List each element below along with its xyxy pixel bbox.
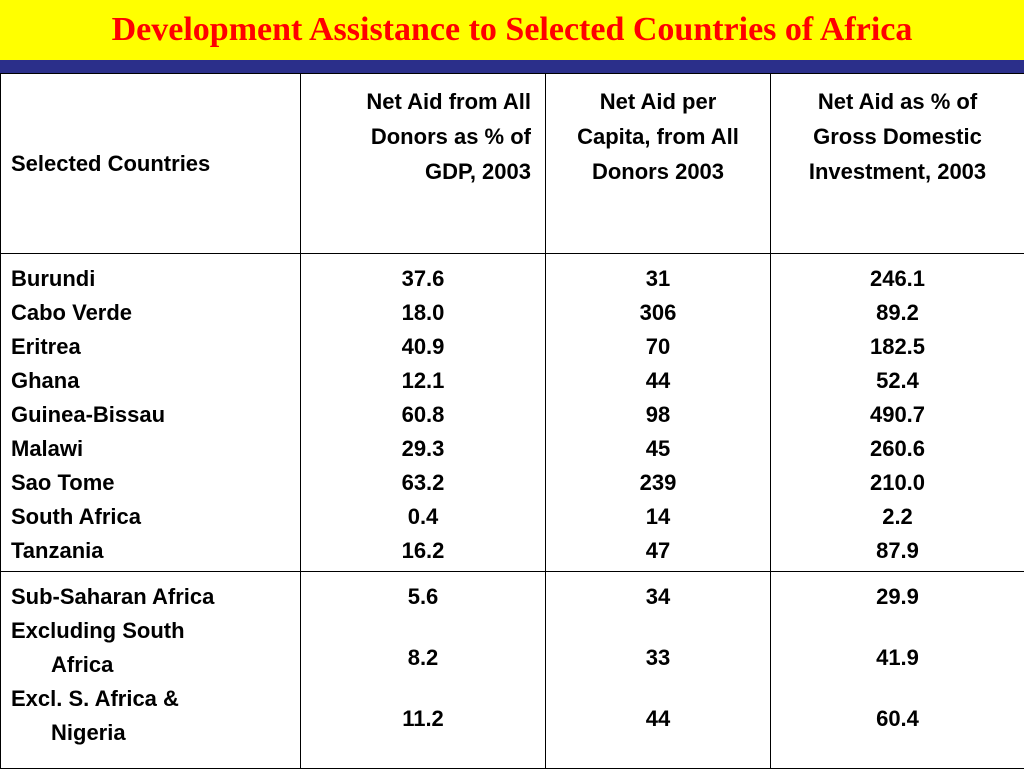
country-name: Cabo Verde	[11, 296, 300, 330]
aid-gdp-value: 37.6	[301, 262, 545, 296]
aid-table: Selected Countries Net Aid from All Dono…	[0, 73, 1024, 769]
aid-gdp-value: 12.1	[301, 364, 545, 398]
aid-gdi-value: 2.2	[771, 500, 1024, 534]
header-selected-countries: Selected Countries	[1, 74, 301, 254]
aid-gdp-value: 29.3	[301, 432, 545, 466]
title-banner: Development Assistance to Selected Count…	[0, 0, 1024, 60]
page-title: Development Assistance to Selected Count…	[112, 11, 913, 49]
country-name: Tanzania	[11, 534, 300, 568]
aggregate-label: Excl. S. Africa & Nigeria	[11, 682, 300, 750]
aid-gdi-value: 52.4	[771, 364, 1024, 398]
aid-per-capita-value: 45	[546, 432, 770, 466]
aggregate-per-capita-value: 34	[546, 580, 770, 641]
aid-per-capita-value: 44	[546, 364, 770, 398]
aid-gdp-value: 16.2	[301, 534, 545, 568]
country-name: Malawi	[11, 432, 300, 466]
aggregate-label-line1: Sub-Saharan Africa	[11, 584, 214, 609]
aggregate-label-line2: Africa	[11, 648, 300, 682]
header-aid-per-capita: Net Aid per Capita, from All Donors 2003	[546, 74, 771, 254]
aggregate-per-capita-value: 33	[546, 641, 770, 702]
aid-per-capita-value: 306	[546, 296, 770, 330]
aid-gdp-value: 40.9	[301, 330, 545, 364]
aggregate-label-line2: Nigeria	[11, 716, 300, 750]
aid-gdi-value: 87.9	[771, 534, 1024, 568]
country-name: Eritrea	[11, 330, 300, 364]
aid-gdi-value: 210.0	[771, 466, 1024, 500]
aggregate-label-line1: Excl. S. Africa &	[11, 686, 179, 711]
aid-gdi-value: 260.6	[771, 432, 1024, 466]
aggregate-gdi-value: 29.9	[771, 580, 1024, 641]
aggregate-gdi-value: 41.9	[771, 641, 1024, 702]
aid-per-capita-value: 47	[546, 534, 770, 568]
aid-gdp-value: 63.2	[301, 466, 545, 500]
header-aid-gdp: Net Aid from All Donors as % of GDP, 200…	[301, 74, 546, 254]
aggregate-gdp-value: 11.2	[301, 702, 545, 763]
country-name: South Africa	[11, 500, 300, 534]
country-name: Sao Tome	[11, 466, 300, 500]
header-aid-gdi: Net Aid as % of Gross Domestic Investmen…	[771, 74, 1024, 254]
aid-per-capita-value: 98	[546, 398, 770, 432]
aggregate-gdi-value: 60.4	[771, 702, 1024, 763]
aid-gdi-value: 182.5	[771, 330, 1024, 364]
aid-per-capita-value: 31	[546, 262, 770, 296]
aggregate-label: Sub-Saharan Africa	[11, 580, 300, 614]
aid-gdi-value: 89.2	[771, 296, 1024, 330]
aid-per-capita-value: 70	[546, 330, 770, 364]
aggregate-label: Excluding South Africa	[11, 614, 300, 682]
title-divider	[0, 60, 1024, 73]
aid-gdp-value: 0.4	[301, 500, 545, 534]
country-name: Burundi	[11, 262, 300, 296]
aggregate-label-line1: Excluding South	[11, 618, 185, 643]
aggregate-per-capita-value: 44	[546, 702, 770, 763]
aid-gdi-value: 246.1	[771, 262, 1024, 296]
aid-gdp-value: 60.8	[301, 398, 545, 432]
aid-gdi-value: 490.7	[771, 398, 1024, 432]
aggregate-gdp-value: 8.2	[301, 641, 545, 702]
country-name: Ghana	[11, 364, 300, 398]
aid-gdp-value: 18.0	[301, 296, 545, 330]
aid-per-capita-value: 14	[546, 500, 770, 534]
header-row: Selected Countries Net Aid from All Dono…	[1, 74, 1024, 254]
aggregate-gdp-value: 5.6	[301, 580, 545, 641]
country-name: Guinea-Bissau	[11, 398, 300, 432]
aid-per-capita-value: 239	[546, 466, 770, 500]
